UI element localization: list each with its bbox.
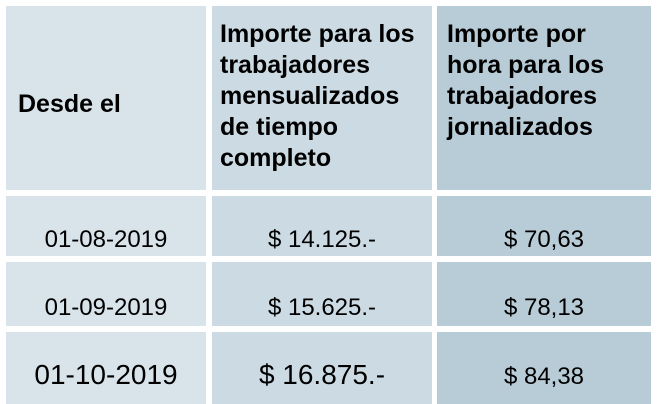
- header-cell-importe-hora: Importe por hora para los trabajadores j…: [437, 6, 651, 190]
- header-line: hora para los: [447, 51, 604, 79]
- header-line: de tiempo: [220, 113, 339, 141]
- table-cell-hourly: $ 70,63: [503, 226, 585, 253]
- header-line: Importe para los: [220, 20, 415, 48]
- header-line: completo: [220, 144, 332, 172]
- header-line: trabajadores: [447, 82, 598, 110]
- header-label-importe-hora: Importe por hora para los trabajadores j…: [447, 19, 604, 143]
- table-cell-date: 01-08-2019: [44, 226, 168, 253]
- table-cell-monthly: $ 16.875.-: [258, 359, 386, 390]
- table-row-1-monthly-cell: $ 14.125.-: [212, 196, 432, 256]
- table-row-2-date-cell: 01-09-2019: [6, 262, 206, 326]
- table-row-1-date-cell: 01-08-2019: [6, 196, 206, 256]
- header-line: Importe por: [447, 20, 586, 48]
- table-cell-date: 01-09-2019: [44, 294, 168, 321]
- table-cell-monthly: $ 15.625.-: [267, 294, 377, 321]
- header-label-importe-mensual: Importe para los trabajadores mensualiza…: [220, 19, 415, 174]
- table-row-3-date-cell: 01-10-2019: [6, 332, 206, 404]
- table-cell-date: 01-10-2019: [34, 359, 178, 390]
- table-cell-hourly: $ 78,13: [503, 294, 585, 321]
- table-row-3-hourly-cell: $ 84,38: [437, 332, 651, 404]
- table-cell-hourly: $ 84,38: [503, 363, 585, 390]
- table-row-2-monthly-cell: $ 15.625.-: [212, 262, 432, 326]
- table-row-1-hourly-cell: $ 70,63: [437, 196, 651, 256]
- header-line: trabajadores: [220, 51, 371, 79]
- header-cell-importe-mensual: Importe para los trabajadores mensualiza…: [212, 6, 432, 190]
- table-cell-monthly: $ 14.125.-: [267, 226, 377, 253]
- header-label-desde: Desde el: [18, 90, 121, 118]
- table-row-3-monthly-cell: $ 16.875.-: [212, 332, 432, 404]
- table-row-2-hourly-cell: $ 78,13: [437, 262, 651, 326]
- header-line: jornalizados: [447, 113, 593, 141]
- header-cell-desde: Desde el: [6, 6, 206, 190]
- header-line: mensualizados: [220, 82, 400, 110]
